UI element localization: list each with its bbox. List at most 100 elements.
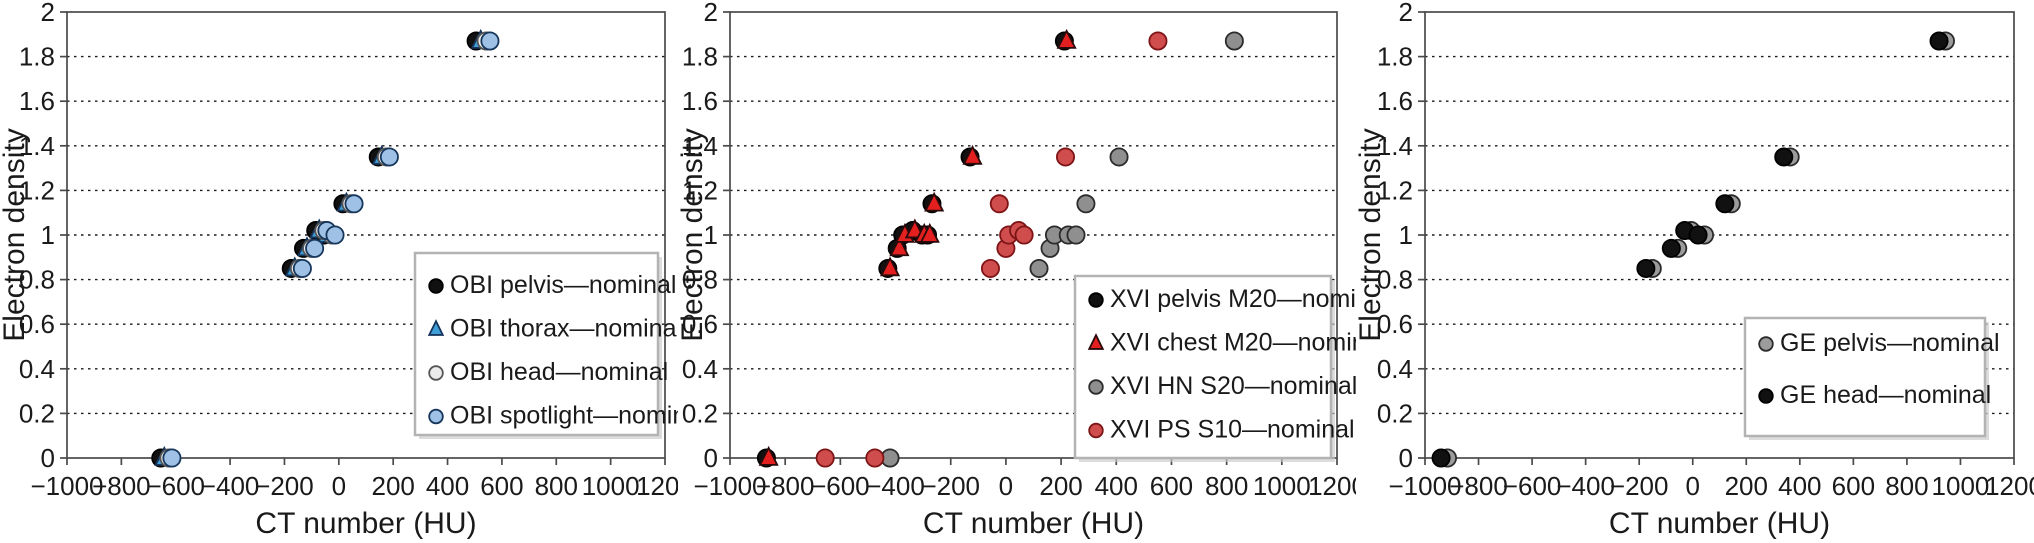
legend-marker (427, 319, 445, 336)
x-tick-label: −200 (921, 471, 980, 501)
y-tick-label: 1.6 (682, 86, 718, 116)
x-tick-label: 800 (535, 471, 578, 501)
x-tick-label: −800 (756, 471, 815, 501)
legend-label: GE pelvis—nominal (1780, 329, 2000, 357)
x-tick-label: 1000 (1932, 471, 1990, 501)
y-tick-label: 0.6 (1377, 309, 1413, 339)
legend-marker (1088, 379, 1104, 395)
x-tick-label: 600 (480, 471, 523, 501)
y-tick-label: 1.6 (19, 86, 55, 116)
data-series-3 (162, 31, 500, 468)
y-tick-label: 1.2 (682, 175, 718, 205)
data-point (1066, 225, 1086, 245)
y-tick-label: 0 (704, 443, 718, 473)
x-axis: −1000−800−600−400−200 0 200 400 600 800 100012… (30, 458, 678, 501)
legend: XVI pelvis M20—nominal XVI chest M20—nomi… (1073, 274, 1356, 462)
y-tick-label: 0.2 (1377, 398, 1413, 428)
data-point (344, 194, 364, 214)
data-series-1 (1431, 31, 1949, 468)
x-tick-label: 1200 (1308, 471, 1356, 501)
data-point (1056, 28, 1077, 49)
x-axis-title: CT number (HU) (923, 507, 1144, 540)
y-tick-label: 1.8 (19, 42, 55, 72)
legend-marker (1758, 336, 1774, 352)
data-point (305, 238, 325, 258)
data-point (1715, 194, 1735, 214)
data-point (919, 222, 940, 243)
y-tick-label: 1.4 (682, 131, 718, 161)
x-tick-label: 1000 (582, 471, 640, 501)
data-point (879, 256, 901, 277)
x-tick-label: 400 (1095, 471, 1138, 501)
ge-scatter-plot: 0 0.2 0.4 0.6 0.8 1 1.2 1.4 1.6 1.8 2 −1000−800−600… (1356, 0, 2034, 540)
legend-label: XVI PS S10—nominal (1110, 416, 1355, 444)
y-axis: 0 0.2 0.4 0.6 0.8 1 1.2 1.4 1.6 1.8 2 (19, 0, 67, 473)
data-point (1929, 31, 1949, 51)
x-tick-label: −600 (1503, 471, 1562, 501)
y-tick-label: 1.4 (1377, 131, 1413, 161)
y-tick-label: 2 (704, 0, 718, 27)
legend-label: OBI thorax—nominal (450, 315, 678, 343)
x-tick-label: −800 (92, 471, 151, 501)
y-tick-label: 0.8 (682, 265, 718, 295)
y-tick-label: 1.6 (1377, 86, 1413, 116)
data-series-0 (756, 31, 1074, 468)
data-point (1148, 31, 1168, 51)
x-tick-label: 800 (1205, 471, 1248, 501)
x-tick-label: 1000 (1253, 471, 1311, 501)
data-point (1056, 147, 1076, 167)
x-tick-label: −200 (255, 471, 314, 501)
data-point (758, 445, 779, 466)
legend-marker (428, 278, 444, 294)
y-tick-label: 0.8 (19, 265, 55, 295)
data-point (889, 236, 910, 257)
data-point (980, 258, 1000, 278)
y-tick-label: 1.8 (1377, 42, 1413, 72)
panel-ge: 0 0.2 0.4 0.6 0.8 1 1.2 1.4 1.6 1.8 2 −1000 −800 −600… (1356, 0, 2034, 543)
x-tick-label: 200 (1039, 471, 1082, 501)
legend-label: GE head—nominal (1780, 381, 1991, 409)
y-tick-label: 0.2 (682, 398, 718, 428)
data-point (325, 225, 345, 245)
legend: GE pelvis—nominal GE head—nominal (1743, 316, 2000, 440)
x-axis-title: CT number (HU) (255, 507, 476, 540)
y-tick-label: 1.4 (19, 131, 55, 161)
x-tick-label: −400 (866, 471, 925, 501)
data-point (1774, 147, 1794, 167)
y-tick-label: 0.8 (1377, 265, 1413, 295)
y-tick-label: 0.4 (1377, 354, 1413, 384)
data-point (480, 31, 500, 51)
legend-marker (428, 408, 444, 425)
legend-marker (1088, 292, 1104, 308)
gridlines (1425, 55, 2014, 415)
y-tick-label: 1 (704, 220, 718, 250)
data-point (924, 191, 945, 212)
x-tick-label: 600 (1150, 471, 1193, 501)
x-tick-label: 600 (1832, 471, 1875, 501)
legend-label: XVI HN S20—nominal (1110, 372, 1356, 400)
x-tick-label: 200 (1725, 471, 1768, 501)
x-axis-title: CT number (HU) (1609, 507, 1830, 540)
y-axis-title: Electron density (678, 128, 709, 341)
legend-label: OBI pelvis—nominal (450, 271, 676, 299)
x-tick-label: 1200 (636, 471, 678, 501)
data-series-2 (880, 31, 1244, 468)
x-tick-label: −400 (1556, 471, 1615, 501)
panel-obi: 0 0.2 0.4 0.6 0.8 1 1.2 1.4 1.6 1.8 2 −1000 −800 −600… (0, 0, 678, 543)
data-point (1688, 225, 1708, 245)
x-tick-label: −1000 (30, 471, 103, 501)
y-axis: 0 0.2 0.4 0.6 0.8 1 1.2 1.4 1.6 1.8 2 (682, 0, 730, 473)
x-tick-label: −200 (1610, 471, 1669, 501)
obi-scatter-plot: 0 0.2 0.4 0.6 0.8 1 1.2 1.4 1.6 1.8 2 −1000−800−600… (0, 0, 678, 540)
y-tick-label: 1.2 (19, 175, 55, 205)
data-point (1661, 238, 1681, 258)
x-tick-label: −600 (811, 471, 870, 501)
y-tick-label: 0.4 (682, 354, 718, 384)
panel-xvi: 0 0.2 0.4 0.6 0.8 1 1.2 1.4 1.6 1.8 2 −1000 −800 −600… (678, 0, 1356, 543)
data-point (1014, 225, 1034, 245)
legend-label: XVI pelvis M20—nominal (1110, 285, 1356, 313)
y-tick-label: 0.4 (19, 354, 55, 384)
y-tick-label: 0.6 (682, 309, 718, 339)
legend-marker (428, 365, 444, 381)
